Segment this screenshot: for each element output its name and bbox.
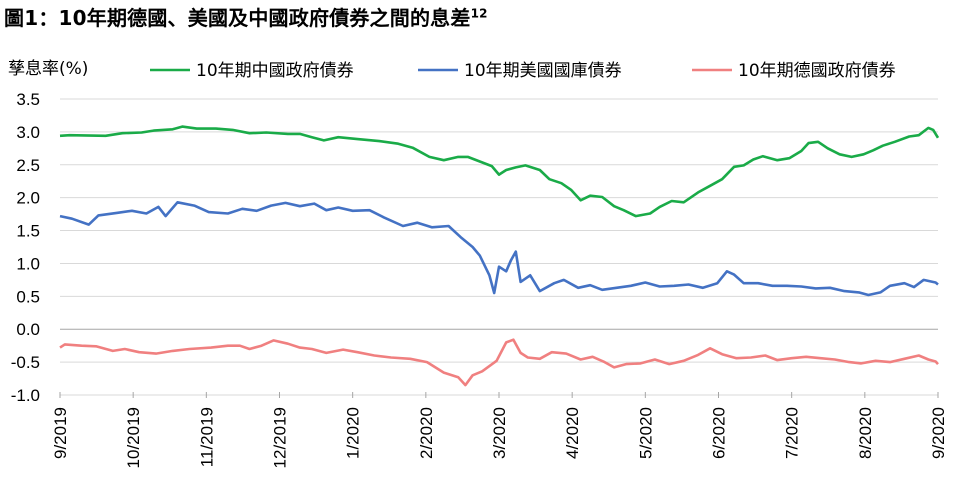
x-tick-label: 4/2020 xyxy=(563,407,582,459)
x-tick-label: 10/2019 xyxy=(124,407,143,468)
y-axis-ticks: 3.5 3.0 2.5 2.0 1.5 1.0 0.5 0.0 -0.5 -1.0 xyxy=(11,90,40,405)
x-tick-label: 2/2020 xyxy=(417,407,436,459)
x-tick-label: 9/2019 xyxy=(51,407,70,459)
x-tick-label: 1/2020 xyxy=(344,407,363,459)
x-axis-ticks: 9/2019 10/2019 11/2019 12/2019 1/2020 2/2020 3… xyxy=(51,392,948,468)
series-line-1 xyxy=(59,201,939,297)
grid-lines xyxy=(60,98,938,396)
series-line-2 xyxy=(59,338,939,387)
y-tick-label: 0.0 xyxy=(16,320,40,339)
legend-label-1: 10年期美國國庫債券 xyxy=(464,61,622,81)
y-tick-label: 3.0 xyxy=(16,123,40,142)
x-tick-label: 11/2019 xyxy=(197,407,216,467)
y-tick-label: 0.5 xyxy=(16,287,40,306)
x-tick-label: 12/2019 xyxy=(271,407,290,468)
x-tick-label: 8/2020 xyxy=(856,407,875,459)
legend-label-0: 10年期中國政府債券 xyxy=(196,61,354,81)
y-tick-label: 2.5 xyxy=(16,156,40,175)
legend: 10年期中國政府債券 10年期美國國庫債券 10年期德國政府債券 xyxy=(150,61,896,81)
x-tick-label: 9/2020 xyxy=(929,407,948,459)
y-axis-label: 孳息率(%) xyxy=(8,59,88,79)
x-tick-label: 3/2020 xyxy=(490,407,509,459)
x-tick-label: 6/2020 xyxy=(710,407,729,459)
x-tick-label: 7/2020 xyxy=(783,407,802,459)
chart-title-footnote: 12 xyxy=(470,6,488,21)
chart-title: 圖1：10年期德國、美國及中國政府債券之間的息差12 xyxy=(4,2,488,31)
y-tick-label: 1.5 xyxy=(16,222,40,241)
series-line-0 xyxy=(59,125,940,218)
chart-title-text: 圖1：10年期德國、美國及中國政府債券之間的息差 xyxy=(4,6,471,30)
y-tick-label: 1.0 xyxy=(16,254,40,273)
y-tick-label: -1.0 xyxy=(11,386,40,405)
series-lines xyxy=(59,125,940,387)
y-tick-label: -0.5 xyxy=(11,353,40,372)
legend-label-2: 10年期德國政府債券 xyxy=(738,61,896,81)
x-tick-label: 5/2020 xyxy=(636,407,655,459)
y-tick-label: 3.5 xyxy=(16,90,40,109)
y-tick-label: 2.0 xyxy=(16,189,40,208)
